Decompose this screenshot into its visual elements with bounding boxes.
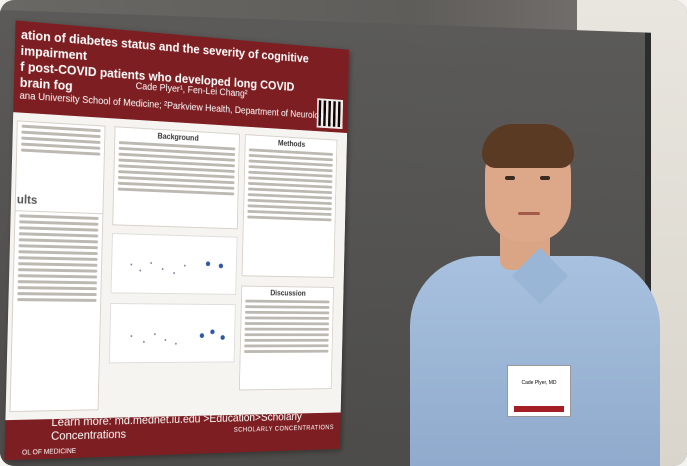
- qr-code-icon: [316, 98, 344, 130]
- scatter-plot-1: [110, 233, 238, 295]
- scatter-plot-2: [108, 303, 236, 364]
- methods-section: Methods: [241, 134, 338, 278]
- results-heading: ults: [16, 192, 38, 207]
- discussion-section: Discussion: [238, 285, 334, 391]
- left-eye: [505, 176, 515, 180]
- badge-logo: [514, 406, 564, 412]
- background-section: Background: [112, 126, 240, 230]
- presenter: Cade Plyer, MD: [400, 120, 670, 466]
- school-of-medicine-text: OL OF MEDICINE: [21, 448, 77, 457]
- badge-name: Cade Plyer, MD: [521, 380, 557, 386]
- mouth: [518, 212, 540, 215]
- right-eye: [540, 176, 550, 180]
- results-section: [9, 210, 104, 413]
- hair: [482, 124, 574, 168]
- name-badge: Cade Plyer, MD: [507, 365, 571, 417]
- research-poster: ation of diabetes status and the severit…: [4, 20, 350, 461]
- discussion-heading: Discussion: [270, 288, 306, 298]
